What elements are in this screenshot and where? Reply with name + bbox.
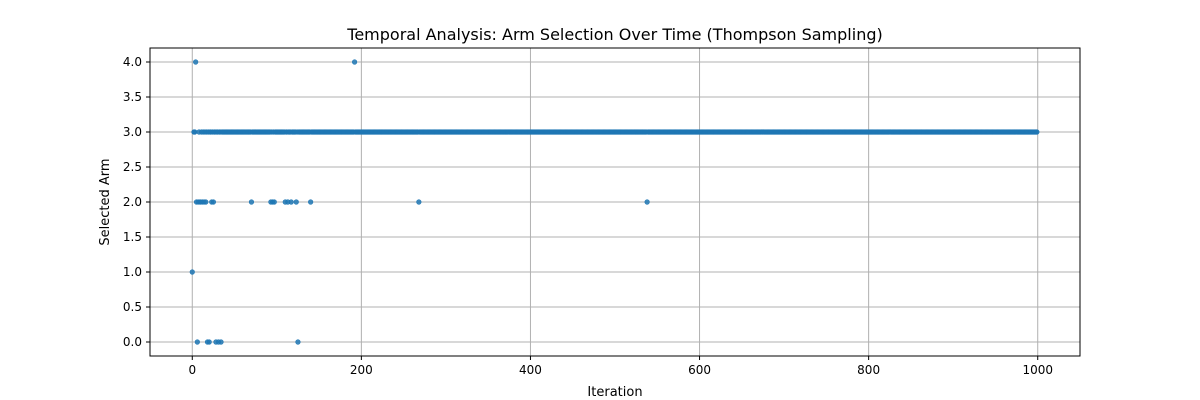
data-point: [203, 199, 209, 205]
data-points: [189, 59, 1040, 345]
data-point: [218, 339, 224, 345]
x-tick-label: 0: [188, 363, 196, 377]
data-point: [206, 339, 212, 345]
y-tick-label: 4.0: [123, 55, 142, 69]
data-point: [416, 199, 422, 205]
data-point: [288, 199, 294, 205]
data-point: [194, 339, 200, 345]
x-tick-label: 1000: [1022, 363, 1053, 377]
data-point: [352, 59, 358, 65]
data-point: [210, 199, 217, 205]
x-tick-label: 400: [519, 363, 542, 377]
data-point: [293, 199, 299, 205]
y-axis-title: Selected Arm: [98, 158, 113, 245]
y-tick-label: 1.0: [123, 265, 142, 279]
y-tick-label: 2.5: [123, 160, 142, 174]
x-axis: 0 200 400 600 800 1000: [188, 356, 1053, 377]
data-point: [308, 199, 314, 205]
data-point: [193, 59, 199, 65]
y-axis: 0.0 0.5 1.0 1.5 2.0 2.5 3.0 3.5 4.0: [123, 55, 150, 349]
data-point: [189, 269, 195, 275]
chart-title: Temporal Analysis: Arm Selection Over Ti…: [346, 25, 882, 44]
x-tick-label: 200: [350, 363, 373, 377]
data-point: [644, 199, 650, 205]
y-tick-label: 3.5: [123, 90, 142, 104]
y-tick-label: 1.5: [123, 230, 142, 244]
x-tick-label: 600: [688, 363, 711, 377]
x-axis-title: Iteration: [587, 385, 642, 400]
data-point: [248, 199, 255, 205]
y-tick-label: 0.0: [123, 335, 142, 349]
y-tick-label: 0.5: [123, 300, 142, 314]
x-tick-label: 800: [857, 363, 880, 377]
data-point: [271, 199, 277, 205]
y-tick-label: 3.0: [123, 125, 142, 139]
data-point: [295, 339, 301, 345]
y-tick-label: 2.0: [123, 195, 142, 209]
data-point: [192, 129, 198, 135]
data-point: [1034, 129, 1040, 135]
